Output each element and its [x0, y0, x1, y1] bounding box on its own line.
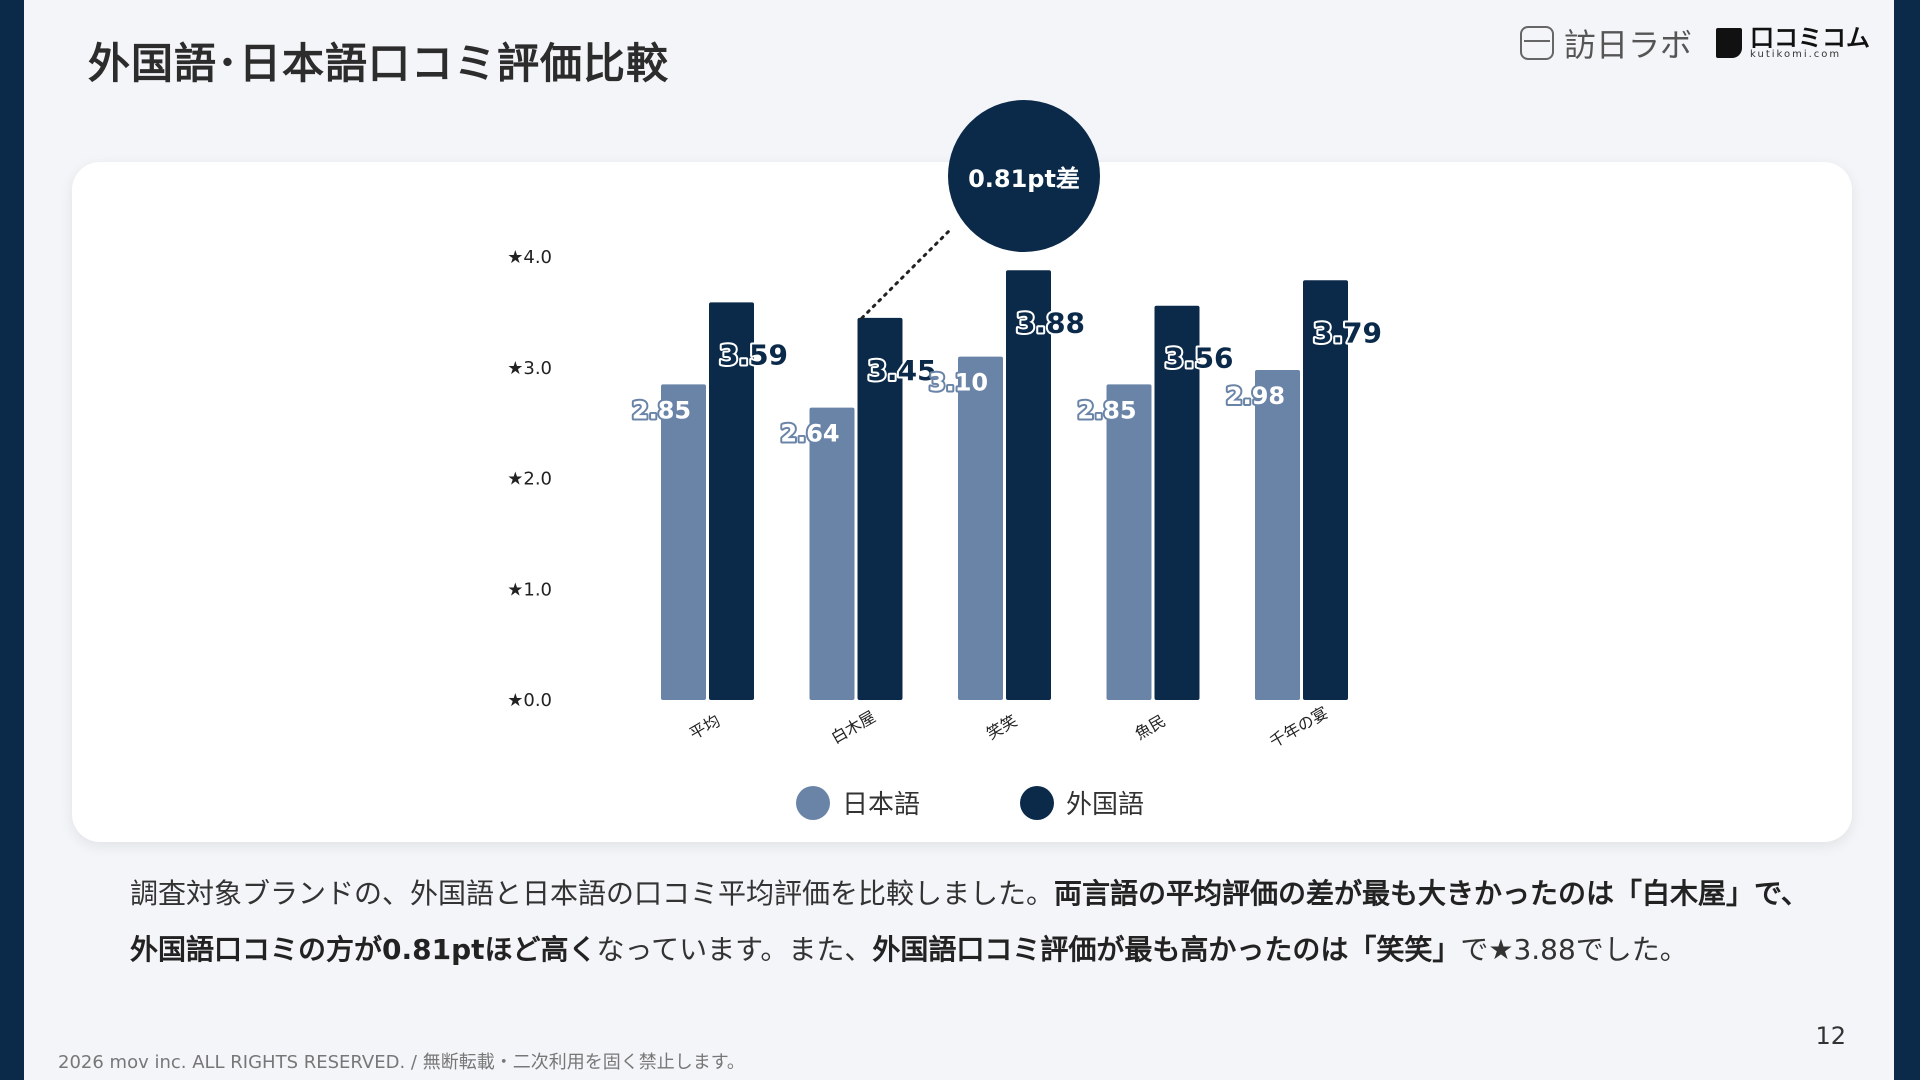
data-label-foreign: 3.56 — [1164, 342, 1233, 375]
copyright-footer: 2026 mov inc. ALL RIGHTS RESERVED. / 無断転… — [58, 1052, 745, 1073]
bar-japanese — [661, 384, 706, 700]
slide: 外国語･日本語口コミ評価比較 訪日ラボ 口コミコム kutikomi.com ★… — [24, 0, 1894, 1080]
x-tick-label: 笑笑 — [983, 711, 1020, 743]
x-tick-label: 平均 — [686, 711, 723, 743]
description-part-2: なっています。また、 — [596, 933, 873, 966]
logos: 訪日ラボ 口コミコム kutikomi.com — [1519, 20, 1870, 66]
data-label-foreign: 3.59 — [719, 338, 788, 371]
y-tick-label: ★2.0 — [507, 469, 552, 490]
kuchikomi-com-logo-icon — [1716, 28, 1742, 58]
y-tick-label: ★3.0 — [507, 358, 552, 379]
chart-legend: 日本語 外国語 — [796, 784, 1144, 821]
kuchikomi-com-logo-subtext: kutikomi.com — [1750, 49, 1842, 60]
description-text: 調査対象ブランドの、外国語と日本語の口コミ平均評価を比較しました。両言語の平均評… — [130, 866, 1830, 978]
data-label-japanese: 2.64 — [780, 420, 839, 448]
data-label-foreign: 3.45 — [867, 354, 936, 387]
y-tick-label: ★1.0 — [507, 579, 552, 600]
data-label-foreign: 3.88 — [1016, 306, 1085, 339]
legend-label-foreign: 外国語 — [1066, 790, 1145, 820]
data-label-japanese: 3.10 — [929, 369, 988, 397]
bar-foreign — [1303, 280, 1348, 700]
y-tick-label: ★4.0 — [507, 247, 552, 268]
data-label-foreign: 3.79 — [1313, 316, 1382, 349]
x-tick-label: 魚民 — [1132, 711, 1169, 743]
difference-callout: 0.81pt差 — [948, 100, 1100, 252]
bar-japanese — [1106, 384, 1152, 700]
description-part-1: 調査対象ブランドの、外国語と日本語の口コミ平均評価を比較しました。 — [130, 877, 1055, 910]
y-tick-label: ★0.0 — [507, 690, 552, 711]
bar-foreign — [1154, 305, 1200, 700]
data-label-japanese: 2.85 — [632, 396, 691, 424]
data-label-japanese: 2.85 — [1077, 396, 1136, 424]
description-bold-2: 外国語口コミ評価が最も高かったのは「笑笑」 — [872, 933, 1461, 966]
x-tick-label: 白木屋 — [828, 707, 879, 747]
bar-foreign — [709, 302, 754, 700]
bar-japanese — [809, 407, 855, 700]
houni-lab-logo: 訪日ラボ — [1519, 20, 1692, 66]
chart-card: ★0.0 ★1.0 ★2.0 ★3.0 ★4.0 2.85 3.59 2.64 3.45 3.10… — [72, 162, 1852, 842]
kuchikomi-com-logo: 口コミコム kutikomi.com — [1716, 26, 1870, 60]
legend-swatch-japanese — [796, 785, 830, 820]
kuchikomi-com-logo-text: 口コミコム — [1750, 24, 1870, 52]
page-title: 外国語･日本語口コミ評価比較 — [88, 39, 670, 88]
bar-foreign — [857, 317, 903, 700]
bar-foreign — [1006, 270, 1051, 700]
legend-item-foreign: 外国語 — [1020, 784, 1144, 821]
description-part-3: で★3.88でした。 — [1460, 933, 1688, 966]
legend-label-japanese: 日本語 — [842, 790, 921, 820]
bar-chart: ★0.0 ★1.0 ★2.0 ★3.0 ★4.0 2.85 3.59 2.64 3.453.10… — [507, 226, 1384, 751]
callout-leader-line — [860, 226, 954, 320]
houni-lab-logo-text: 訪日ラボ — [1563, 26, 1692, 64]
x-tick-label: 千年の宴 — [1266, 703, 1331, 751]
bar-japanese — [958, 356, 1003, 700]
description-bold-1: 両言語の平均評価の差が最も大きかったのは「白木屋」で、外国語口コミの方が0.81… — [130, 877, 1809, 966]
bar-japanese — [1255, 369, 1300, 700]
page-number: 12 — [1815, 1022, 1846, 1050]
data-label-japanese: 2.98 — [1226, 382, 1285, 410]
legend-item-japanese: 日本語 — [796, 784, 920, 821]
legend-swatch-foreign — [1020, 785, 1055, 820]
houni-lab-logo-icon — [1519, 26, 1554, 60]
